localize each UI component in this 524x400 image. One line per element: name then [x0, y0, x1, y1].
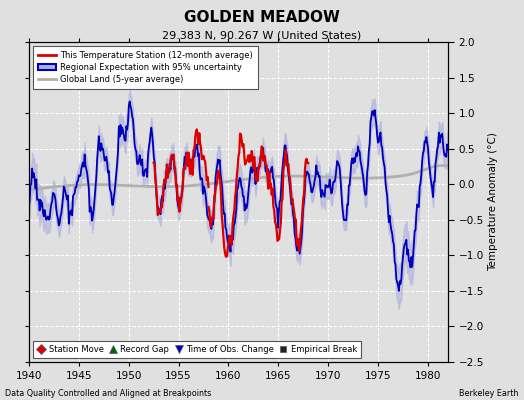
Text: Data Quality Controlled and Aligned at Breakpoints: Data Quality Controlled and Aligned at B… — [5, 389, 212, 398]
Text: 29.383 N, 90.267 W (United States): 29.383 N, 90.267 W (United States) — [162, 30, 362, 40]
Legend: Station Move, Record Gap, Time of Obs. Change, Empirical Break: Station Move, Record Gap, Time of Obs. C… — [33, 340, 361, 358]
Text: GOLDEN MEADOW: GOLDEN MEADOW — [184, 10, 340, 25]
Y-axis label: Temperature Anomaly (°C): Temperature Anomaly (°C) — [488, 132, 498, 272]
Text: Berkeley Earth: Berkeley Earth — [460, 389, 519, 398]
